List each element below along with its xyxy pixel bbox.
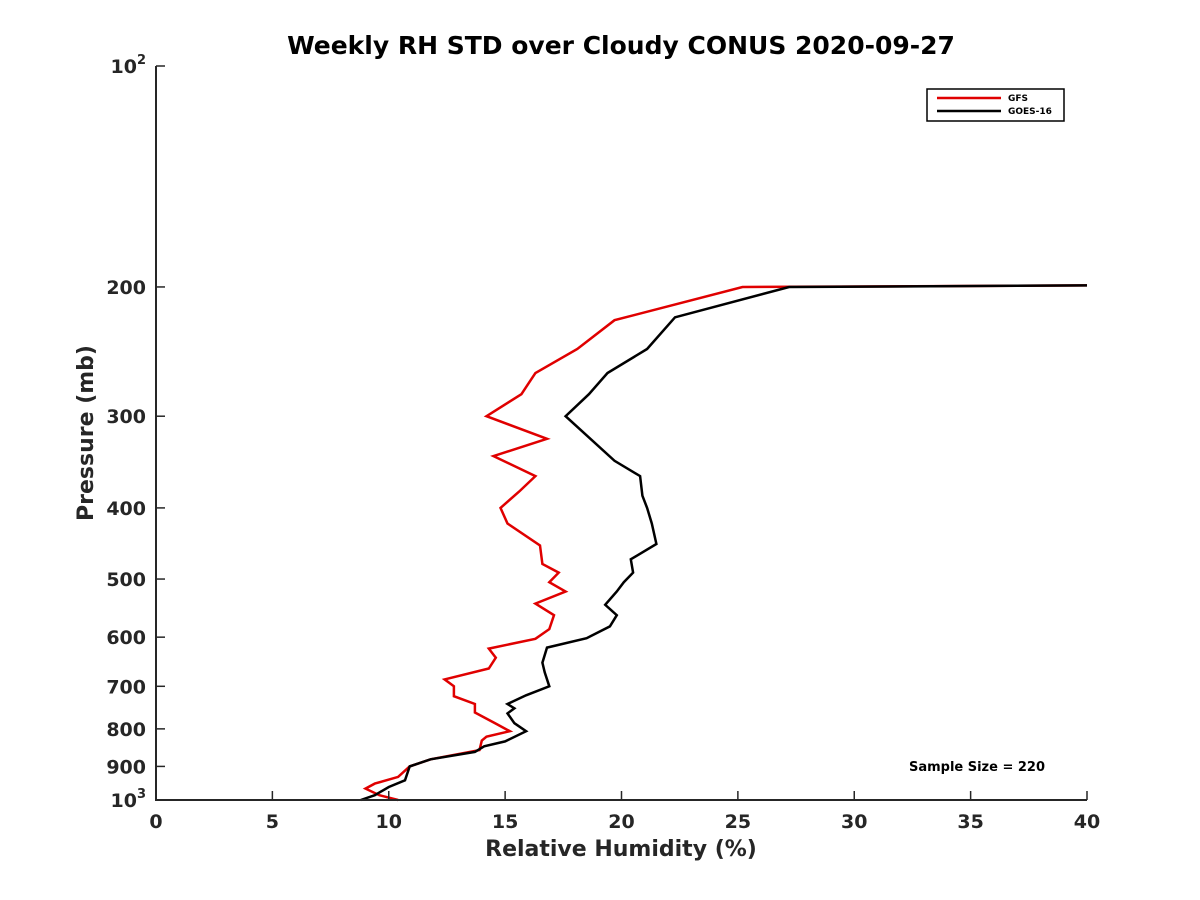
x-axis-label: Relative Humidity (%): [485, 837, 757, 862]
y-tick-label: 200: [106, 277, 146, 299]
x-tick-label: 25: [725, 811, 751, 833]
legend-label-gfs: GFS: [1008, 94, 1028, 104]
y-tick-label: 800: [106, 719, 146, 741]
y-tick-base: 10: [111, 790, 137, 812]
y-tick-exponent: 2: [137, 53, 146, 68]
y-tick-label: 600: [106, 627, 146, 649]
y-tick-label: 102: [111, 53, 147, 78]
chart-title: Weekly RH STD over Cloudy CONUS 2020-09-…: [287, 31, 955, 60]
legend-label-goes16: GOES-16: [1008, 107, 1052, 117]
x-tick-label: 40: [1074, 811, 1100, 833]
series-line-gfs: [362, 284, 1087, 802]
legend-box: [926, 88, 1065, 122]
y-tick-label: 900: [106, 756, 146, 778]
y-tick-label: 700: [106, 676, 146, 698]
plot-area: [360, 284, 1087, 802]
x-tick-label: 30: [841, 811, 867, 833]
x-tick-label: 15: [492, 811, 518, 833]
x-tick-label: 35: [957, 811, 983, 833]
x-tick-label: 20: [608, 811, 634, 833]
x-tick-label: 10: [376, 811, 402, 833]
y-tick-label: 400: [106, 498, 146, 520]
legend: GFS GOES-16: [926, 88, 1065, 122]
y-tick-exponent: 3: [137, 787, 146, 802]
sample-size-annotation: Sample Size = 220: [909, 760, 1045, 775]
series-line-goes16: [360, 284, 1087, 802]
y-tick-label: 500: [106, 569, 146, 591]
y-tick-base: 10: [111, 56, 137, 78]
x-tick-label: 0: [149, 811, 162, 833]
y-tick-label: 103: [111, 787, 147, 812]
y-tick-label: 300: [106, 406, 146, 428]
x-tick-label: 5: [266, 811, 279, 833]
x-axis-ticks: 0 5 10 15 20 25 30 35 40: [149, 791, 1100, 833]
y-axis-label: Pressure (mb): [74, 345, 99, 521]
